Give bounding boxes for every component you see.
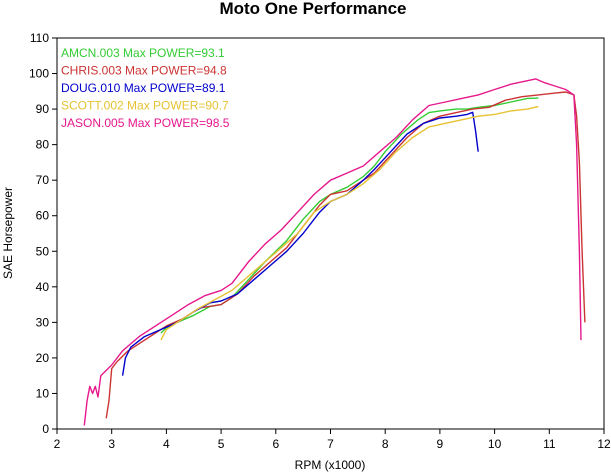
x-tick-label: 2	[54, 437, 61, 451]
x-tick-label: 9	[437, 437, 444, 451]
x-tick-label: 7	[327, 437, 334, 451]
x-tick-label: 11	[543, 437, 556, 451]
legend: AMCN.003 Max POWER=93.1 CHRIS.003 Max POW…	[61, 46, 230, 130]
y-tick-label: 60	[36, 209, 50, 223]
legend-entry: DOUG.010 Max POWER=89.1	[61, 81, 226, 95]
y-tick-label: 0	[42, 422, 49, 436]
x-tick-label: 4	[163, 437, 170, 451]
series-line-3	[160, 105, 539, 341]
y-tick-label: 80	[36, 138, 50, 152]
y-tick-label: 70	[36, 173, 50, 187]
x-axis: 2 3 4 5 6 7 8 9 10 11 12	[54, 429, 611, 451]
y-tick-label: 50	[36, 244, 50, 258]
x-tick-label: 12	[597, 437, 611, 451]
series-lines	[83, 78, 586, 426]
x-tick-label: 6	[272, 437, 279, 451]
series-line-1	[105, 91, 586, 419]
y-tick-label: 110	[30, 31, 49, 45]
chart-title: Moto One Performance	[219, 0, 406, 18]
y-axis-label: SAE Horsepower	[1, 187, 15, 279]
x-tick-label: 8	[382, 437, 389, 451]
y-tick-label: 90	[36, 102, 50, 116]
x-tick-label: 10	[488, 437, 502, 451]
y-tick-label: 20	[36, 351, 50, 365]
y-tick-label: 30	[36, 315, 50, 329]
legend-entry: SCOTT.002 Max POWER=90.7	[61, 99, 229, 113]
legend-entry: AMCN.003 Max POWER=93.1	[61, 46, 225, 60]
legend-entry: CHRIS.003 Max POWER=94.8	[61, 64, 227, 78]
y-tick-label: 10	[36, 386, 50, 400]
x-tick-label: 5	[218, 437, 225, 451]
series-line-4	[83, 78, 582, 426]
x-tick-label: 3	[108, 437, 115, 451]
legend-entry: JASON.005 Max POWER=98.5	[61, 116, 230, 130]
y-axis: 0 10 20 30 40 50 60 70 80 90 100 110	[29, 31, 57, 436]
x-axis-label: RPM (x1000)	[295, 458, 366, 472]
y-tick-label: 40	[36, 280, 50, 294]
series-line-2	[121, 111, 479, 376]
y-tick-label: 100	[29, 67, 49, 81]
